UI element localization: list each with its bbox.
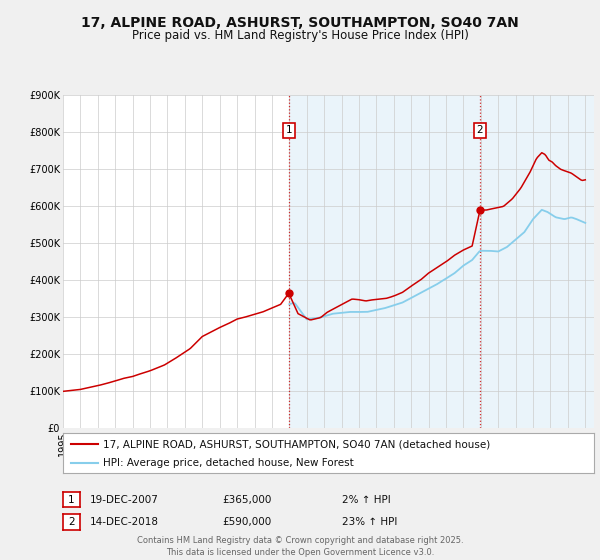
Text: HPI: Average price, detached house, New Forest: HPI: Average price, detached house, New … xyxy=(103,458,353,468)
Bar xyxy=(289,95,480,428)
Text: 2% ↑ HPI: 2% ↑ HPI xyxy=(342,494,391,505)
Text: £590,000: £590,000 xyxy=(222,517,271,527)
Text: 2: 2 xyxy=(476,125,483,135)
Text: 19-DEC-2007: 19-DEC-2007 xyxy=(90,494,159,505)
Text: 14-DEC-2018: 14-DEC-2018 xyxy=(90,517,159,527)
Text: Price paid vs. HM Land Registry's House Price Index (HPI): Price paid vs. HM Land Registry's House … xyxy=(131,29,469,42)
Text: 1: 1 xyxy=(286,125,292,135)
Bar xyxy=(480,95,594,428)
Text: 17, ALPINE ROAD, ASHURST, SOUTHAMPTON, SO40 7AN: 17, ALPINE ROAD, ASHURST, SOUTHAMPTON, S… xyxy=(81,16,519,30)
Text: 23% ↑ HPI: 23% ↑ HPI xyxy=(342,517,397,527)
Text: 1: 1 xyxy=(68,494,75,505)
Text: 2: 2 xyxy=(68,517,75,527)
Text: £365,000: £365,000 xyxy=(222,494,271,505)
Text: Contains HM Land Registry data © Crown copyright and database right 2025.
This d: Contains HM Land Registry data © Crown c… xyxy=(137,536,463,557)
Text: 17, ALPINE ROAD, ASHURST, SOUTHAMPTON, SO40 7AN (detached house): 17, ALPINE ROAD, ASHURST, SOUTHAMPTON, S… xyxy=(103,439,490,449)
